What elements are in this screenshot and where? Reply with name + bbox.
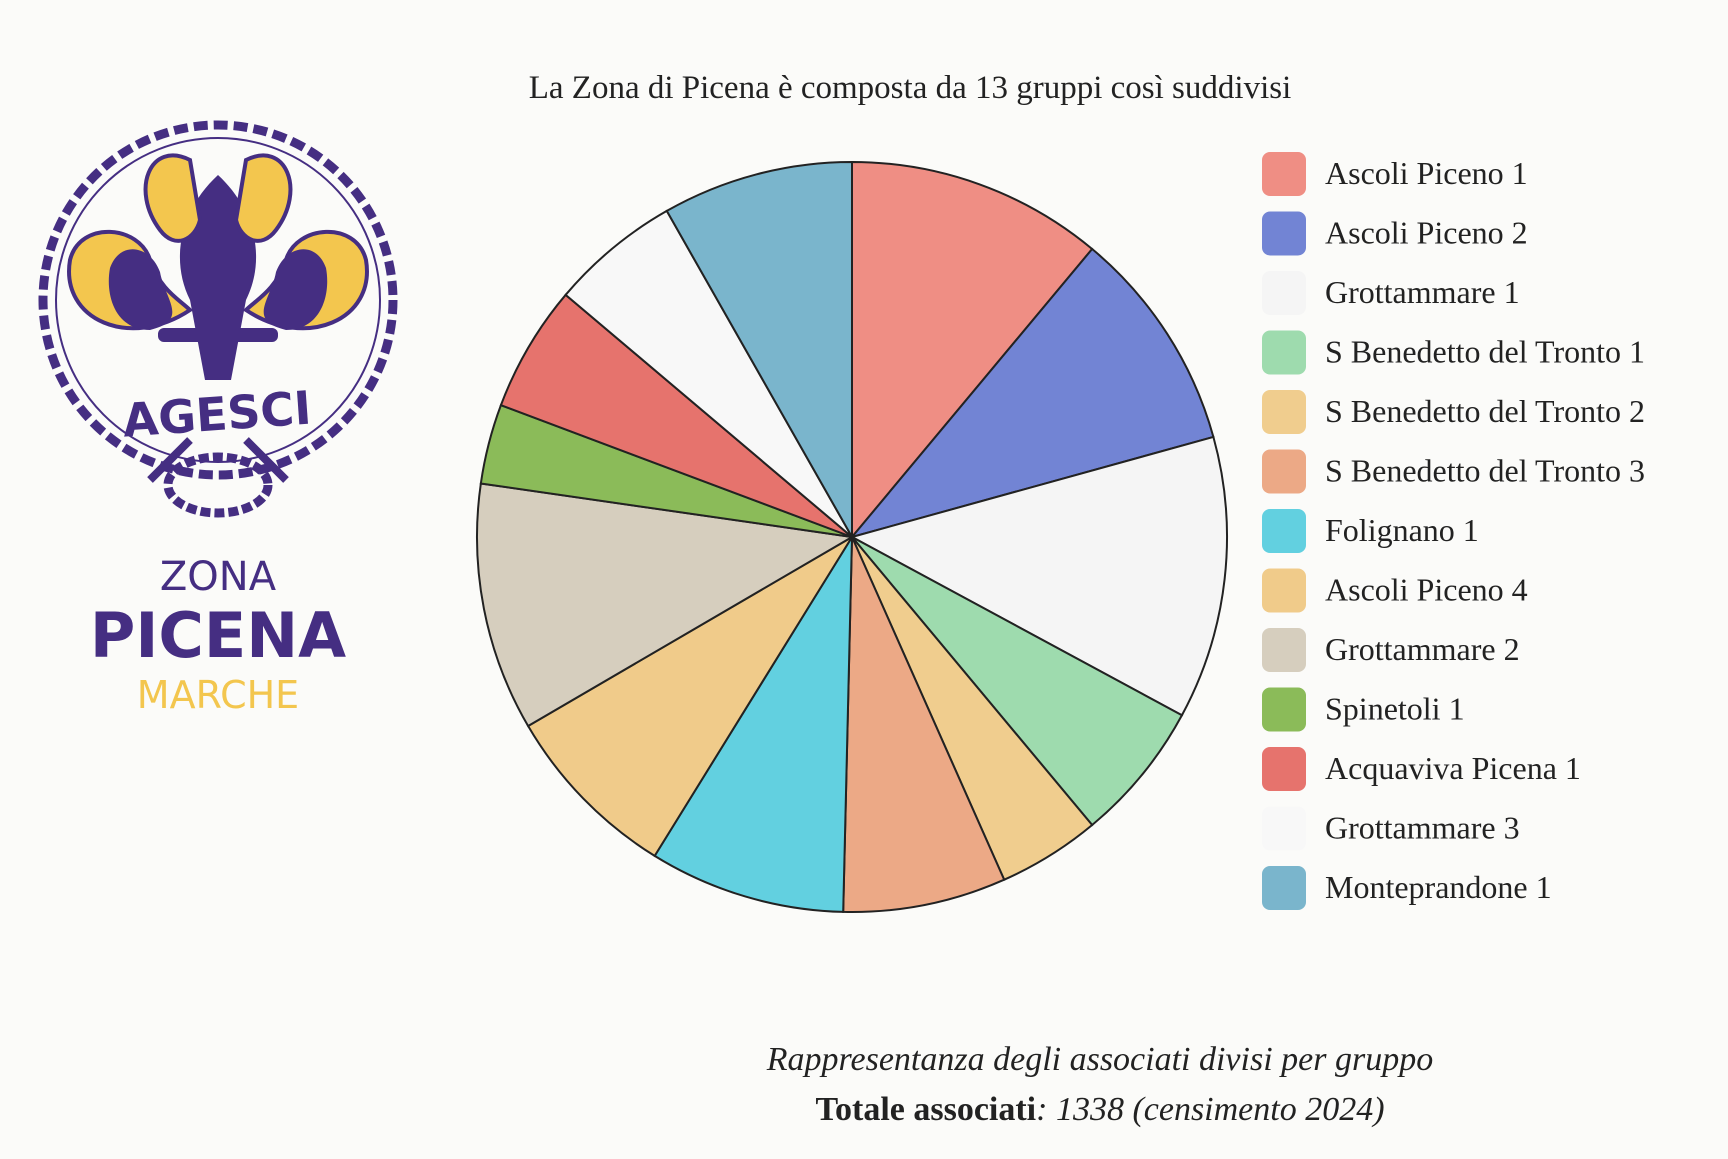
legend-swatch[interactable] [1262,866,1306,910]
legend-swatch[interactable] [1262,390,1306,434]
chart-title: La Zona di Picena è composta da 13 grupp… [529,70,1292,106]
legend-label[interactable]: Spinetoli 1 [1325,691,1465,727]
total-text: : 1338 (censimento 2024) [1036,1091,1384,1128]
pie-slice [842,536,1006,913]
pie-slice [653,533,854,913]
legend-swatch[interactable] [1262,806,1306,851]
legend-swatch[interactable] [1262,509,1306,553]
legend-label[interactable]: Ascoli Piceno 1 [1325,155,1528,191]
legend-label[interactable]: S Benedetto del Tronto 2 [1325,393,1645,429]
footer-total: Totale associati: 1338 (censimento 2024) [815,1091,1384,1128]
logo: AGESCI ZONA PICENA MARCHE [38,120,398,717]
legend-label[interactable]: Ascoli Piceno 2 [1325,215,1528,251]
legend-swatch[interactable] [1262,211,1306,256]
legend-swatch[interactable] [1262,330,1306,375]
logo-line1: ZONA [160,554,277,600]
legend-label[interactable]: S Benedetto del Tronto 1 [1325,334,1645,370]
legend-swatch[interactable] [1262,628,1306,672]
pie-slice [665,160,853,541]
legend-swatch[interactable] [1262,449,1306,494]
logo-top-petals [143,153,293,243]
legend-label[interactable]: Acquaviva Picena 1 [1325,750,1581,786]
pie-slice [851,160,1094,540]
pie-slice [851,536,1184,827]
logo-band [158,328,278,342]
legend-label[interactable]: Grottammare 2 [1325,631,1520,667]
pie-slice [564,209,853,538]
legend-swatch[interactable] [1262,687,1306,732]
pie-slice [526,536,853,858]
legend-label[interactable]: Grottammare 3 [1325,810,1520,846]
legend-label[interactable]: Folignano 1 [1325,512,1479,548]
legend-label[interactable]: Monteprandone 1 [1325,869,1552,905]
logo-emblem: AGESCI [121,381,313,448]
legend-label[interactable]: S Benedetto del Tronto 3 [1325,453,1645,489]
pie-slice [849,435,1228,717]
legend-swatch[interactable] [1262,747,1306,791]
pie [476,160,1228,913]
logo-ring [55,137,381,463]
pie-slice [476,482,855,728]
logo-rope [38,120,398,480]
legend: Ascoli Piceno 1 Ascoli Piceno 2 Grottammar… [1262,152,1645,910]
footer-caption: Rappresentanza degli associati divisi pe… [766,1041,1433,1078]
legend-swatch[interactable] [1262,568,1306,613]
legend-label[interactable]: Ascoli Piceno 4 [1325,572,1528,608]
logo-rope-ends [147,437,289,483]
logo-line2: PICENA [90,599,346,672]
total-label: Totale associati [815,1091,1036,1128]
legend-swatch[interactable] [1262,152,1306,196]
pie-slice [849,247,1215,539]
logo-petal-inner [108,249,328,330]
logo-knot [163,452,273,518]
logo-line3: MARCHE [137,673,299,717]
legend-label[interactable]: Grottammare 1 [1325,274,1520,310]
legend-swatch[interactable] [1262,271,1306,315]
